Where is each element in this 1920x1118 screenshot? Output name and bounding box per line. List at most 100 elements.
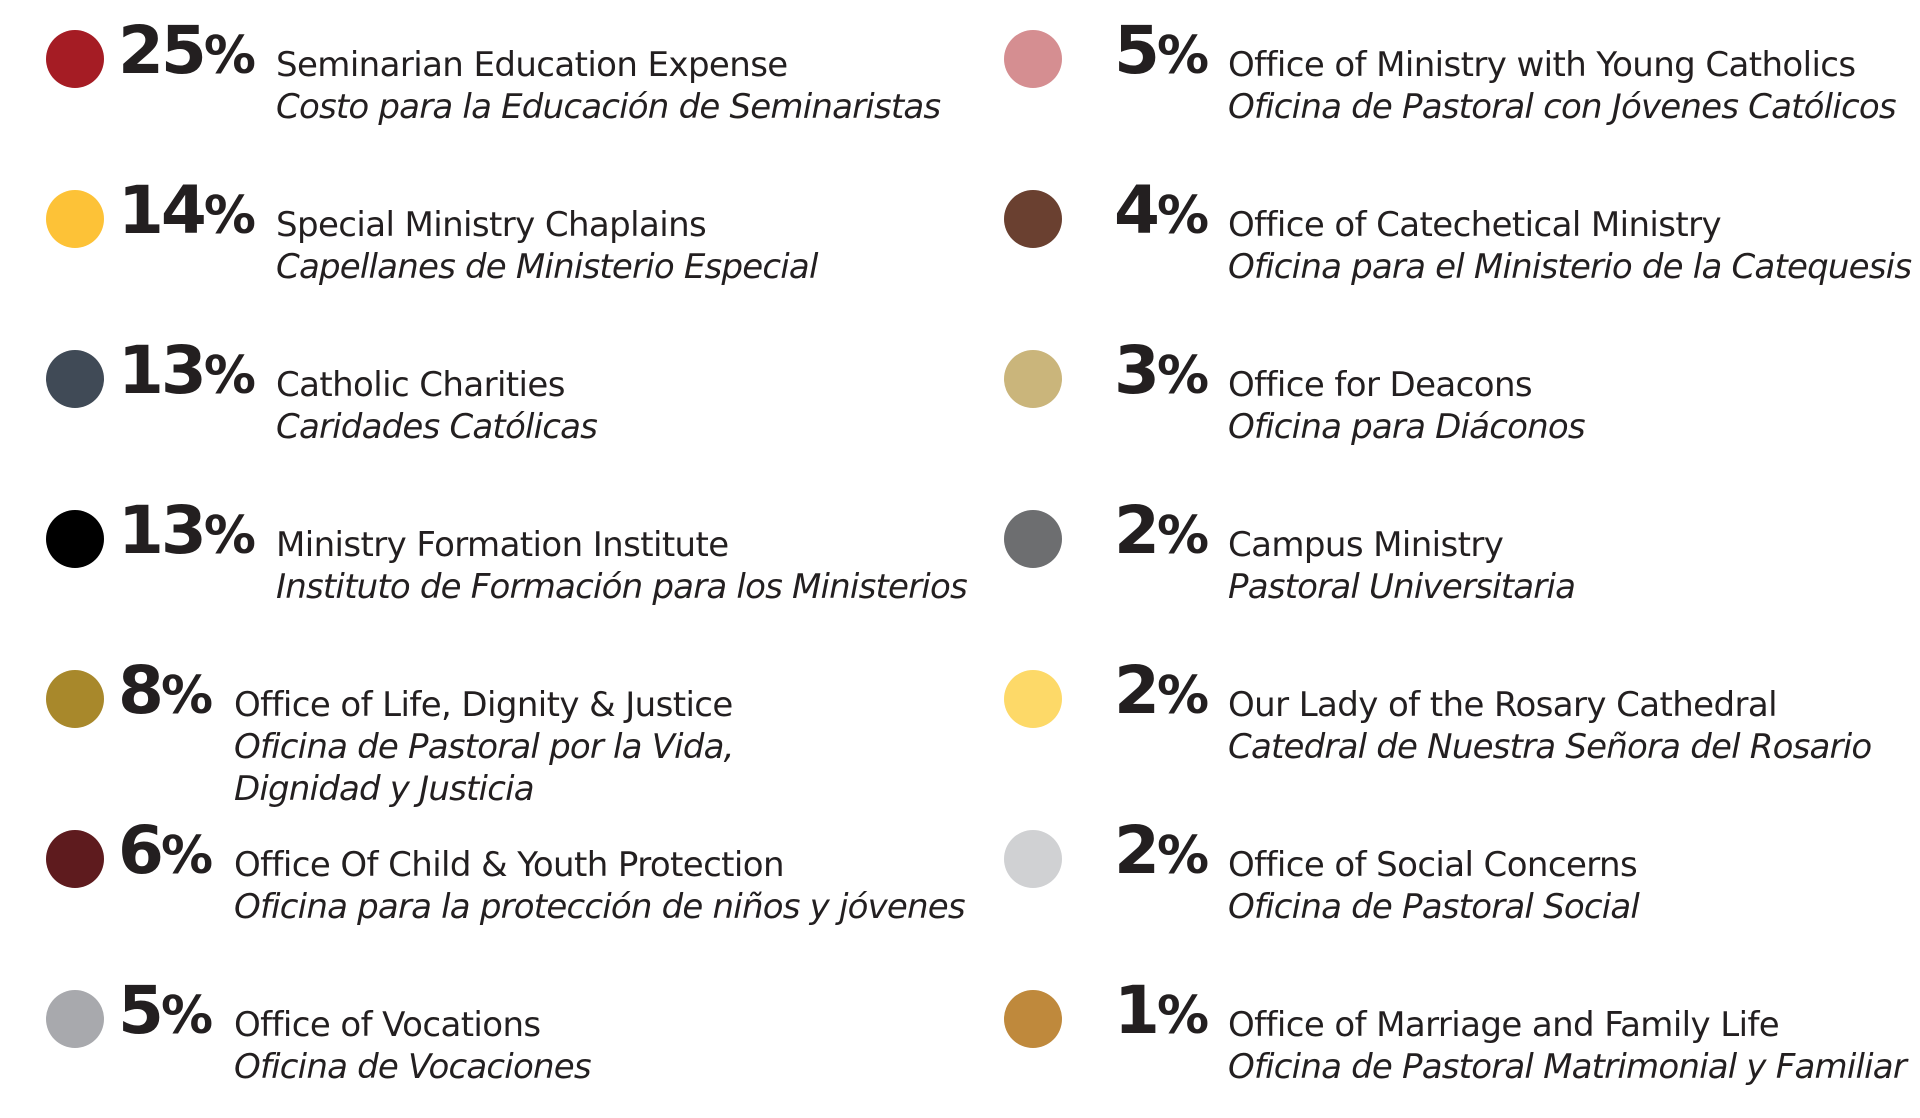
slice-label-english: Office Of Child & Youth Protection <box>234 845 785 885</box>
legend-swatch-dot <box>46 190 104 248</box>
slice-labels: Office of Vocations Oficina de Vocaciones <box>234 1004 592 1088</box>
slice-labels: Office of Life, Dignity & Justice Oficina… <box>234 684 734 810</box>
percent-sign: % <box>1156 186 1210 246</box>
slice-labels: Our Lady of the Rosary Cathedral Catedral… <box>1228 684 1872 768</box>
legend-swatch-dot <box>46 30 104 88</box>
slice-label-english: Office of Life, Dignity & Justice <box>234 685 733 725</box>
legend-swatch-dot <box>46 670 104 728</box>
slice-percentage-label: 8% <box>118 658 213 724</box>
slice-labels: Office for Deacons Oficina para Diáconos <box>1228 364 1586 448</box>
legend-swatch-dot <box>46 510 104 568</box>
slice-value: 6 <box>118 812 164 889</box>
percent-sign: % <box>1156 506 1210 566</box>
slice-labels: Catholic Charities Caridades Católicas <box>276 364 598 448</box>
percent-sign: % <box>1156 666 1210 726</box>
slice-labels: Seminarian Education Expense Costo para l… <box>276 44 941 128</box>
percent-sign: % <box>203 506 256 566</box>
legend-swatch-dot <box>46 830 104 888</box>
slice-label-spanish: Oficina de Pastoral Social <box>1228 887 1640 927</box>
slice-label-spanish: Oficina de Pastoral Matrimonial y Famili… <box>1228 1047 1907 1087</box>
slice-percentage-label: 5% <box>118 978 213 1044</box>
slice-value: 2 <box>1114 492 1160 569</box>
percent-sign: % <box>1156 986 1210 1046</box>
slice-percentage-label: 5% <box>1114 18 1209 84</box>
slice-label-english: Office of Marriage and Family Life <box>1228 1005 1780 1045</box>
slice-label-spanish: Caridades Católicas <box>276 407 598 447</box>
slice-label-spanish: Oficina de Vocaciones <box>234 1047 592 1087</box>
slice-labels: Special Ministry Chaplains Capellanes de … <box>276 204 818 288</box>
slice-label-english: Seminarian Education Expense <box>276 45 788 85</box>
slice-value: 1 <box>1114 972 1160 1049</box>
slice-percentage-label: 13% <box>118 498 256 564</box>
slice-value: 5 <box>1114 12 1160 89</box>
slice-percentage-label: 3% <box>1114 338 1209 404</box>
legend-swatch-dot <box>1004 190 1062 248</box>
legend-swatch-dot <box>1004 350 1062 408</box>
slice-value: 2 <box>1114 812 1160 889</box>
slice-value: 14 <box>118 172 207 249</box>
percent-sign: % <box>160 666 214 726</box>
slice-value: 3 <box>1114 332 1160 409</box>
slice-label-english: Campus Ministry <box>1228 525 1504 565</box>
slice-value: 5 <box>118 972 164 1049</box>
slice-label-spanish: Pastoral Universitaria <box>1228 567 1576 607</box>
slice-percentage-label: 13% <box>118 338 256 404</box>
slice-percentage-label: 2% <box>1114 818 1209 884</box>
percent-sign: % <box>160 826 214 886</box>
slice-labels: Office of Catechetical Ministry Oficina p… <box>1228 204 1912 288</box>
slice-value: 2 <box>1114 652 1160 729</box>
legend-swatch-dot <box>1004 830 1062 888</box>
slice-label-spanish: Catedral de Nuestra Señora del Rosario <box>1228 727 1872 767</box>
percent-sign: % <box>160 986 214 1046</box>
slice-percentage-label: 1% <box>1114 978 1209 1044</box>
percent-sign: % <box>203 186 256 246</box>
slice-percentage-label: 2% <box>1114 658 1209 724</box>
slice-label-spanish: Oficina de Pastoral con Jóvenes Católico… <box>1228 87 1897 127</box>
percent-sign: % <box>203 346 256 406</box>
slice-labels: Campus Ministry Pastoral Universitaria <box>1228 524 1576 608</box>
slice-label-spanish: Oficina para el Ministerio de la Cateque… <box>1228 247 1912 287</box>
legend-swatch-dot <box>46 990 104 1048</box>
slice-labels: Office of Social Concerns Oficina de Past… <box>1228 844 1640 928</box>
slice-label-spanish: Oficina para Diáconos <box>1228 407 1586 447</box>
slice-label-spanish: Costo para la Educación de Seminaristas <box>276 87 941 127</box>
slice-label-english: Office of Catechetical Ministry <box>1228 205 1722 245</box>
slice-value: 25 <box>118 12 207 89</box>
slice-value: 4 <box>1114 172 1160 249</box>
slice-label-spanish-continued: Dignidad y Justicia <box>234 769 535 809</box>
slice-label-english: Ministry Formation Institute <box>276 525 729 565</box>
slice-label-english: Office of Ministry with Young Catholics <box>1228 45 1856 85</box>
slice-labels: Office of Marriage and Family Life Oficin… <box>1228 1004 1907 1088</box>
slice-labels: Office Of Child & Youth Protection Oficin… <box>234 844 966 928</box>
slice-value: 13 <box>118 332 207 409</box>
legend-swatch-dot <box>1004 30 1062 88</box>
percent-sign: % <box>1156 826 1210 886</box>
slice-label-english: Our Lady of the Rosary Cathedral <box>1228 685 1778 725</box>
slice-percentage-label: 25% <box>118 18 256 84</box>
slice-label-spanish: Oficina de Pastoral por la Vida, <box>234 727 734 767</box>
slice-label-english: Office of Vocations <box>234 1005 541 1045</box>
legend-swatch-dot <box>1004 510 1062 568</box>
slice-percentage-label: 2% <box>1114 498 1209 564</box>
slice-label-english: Special Ministry Chaplains <box>276 205 707 245</box>
percent-sign: % <box>1156 346 1210 406</box>
legend-swatch-dot <box>1004 990 1062 1048</box>
slice-percentage-label: 4% <box>1114 178 1209 244</box>
percent-sign: % <box>203 26 256 86</box>
slice-label-english: Office for Deacons <box>1228 365 1533 405</box>
slice-label-english: Catholic Charities <box>276 365 565 405</box>
slice-percentage-label: 14% <box>118 178 256 244</box>
slice-label-spanish: Oficina para la protección de niños y jó… <box>234 887 966 927</box>
legend-swatch-dot <box>46 350 104 408</box>
slice-labels: Office of Ministry with Young Catholics O… <box>1228 44 1897 128</box>
percent-sign: % <box>1156 26 1210 86</box>
slice-label-spanish: Instituto de Formación para los Minister… <box>276 567 968 607</box>
slice-percentage-label: 6% <box>118 818 213 884</box>
slice-value: 13 <box>118 492 207 569</box>
legend-swatch-dot <box>1004 670 1062 728</box>
slice-labels: Ministry Formation Institute Instituto de… <box>276 524 968 608</box>
slice-label-english: Office of Social Concerns <box>1228 845 1638 885</box>
slice-label-spanish: Capellanes de Ministerio Especial <box>276 247 818 287</box>
slice-value: 8 <box>118 652 164 729</box>
